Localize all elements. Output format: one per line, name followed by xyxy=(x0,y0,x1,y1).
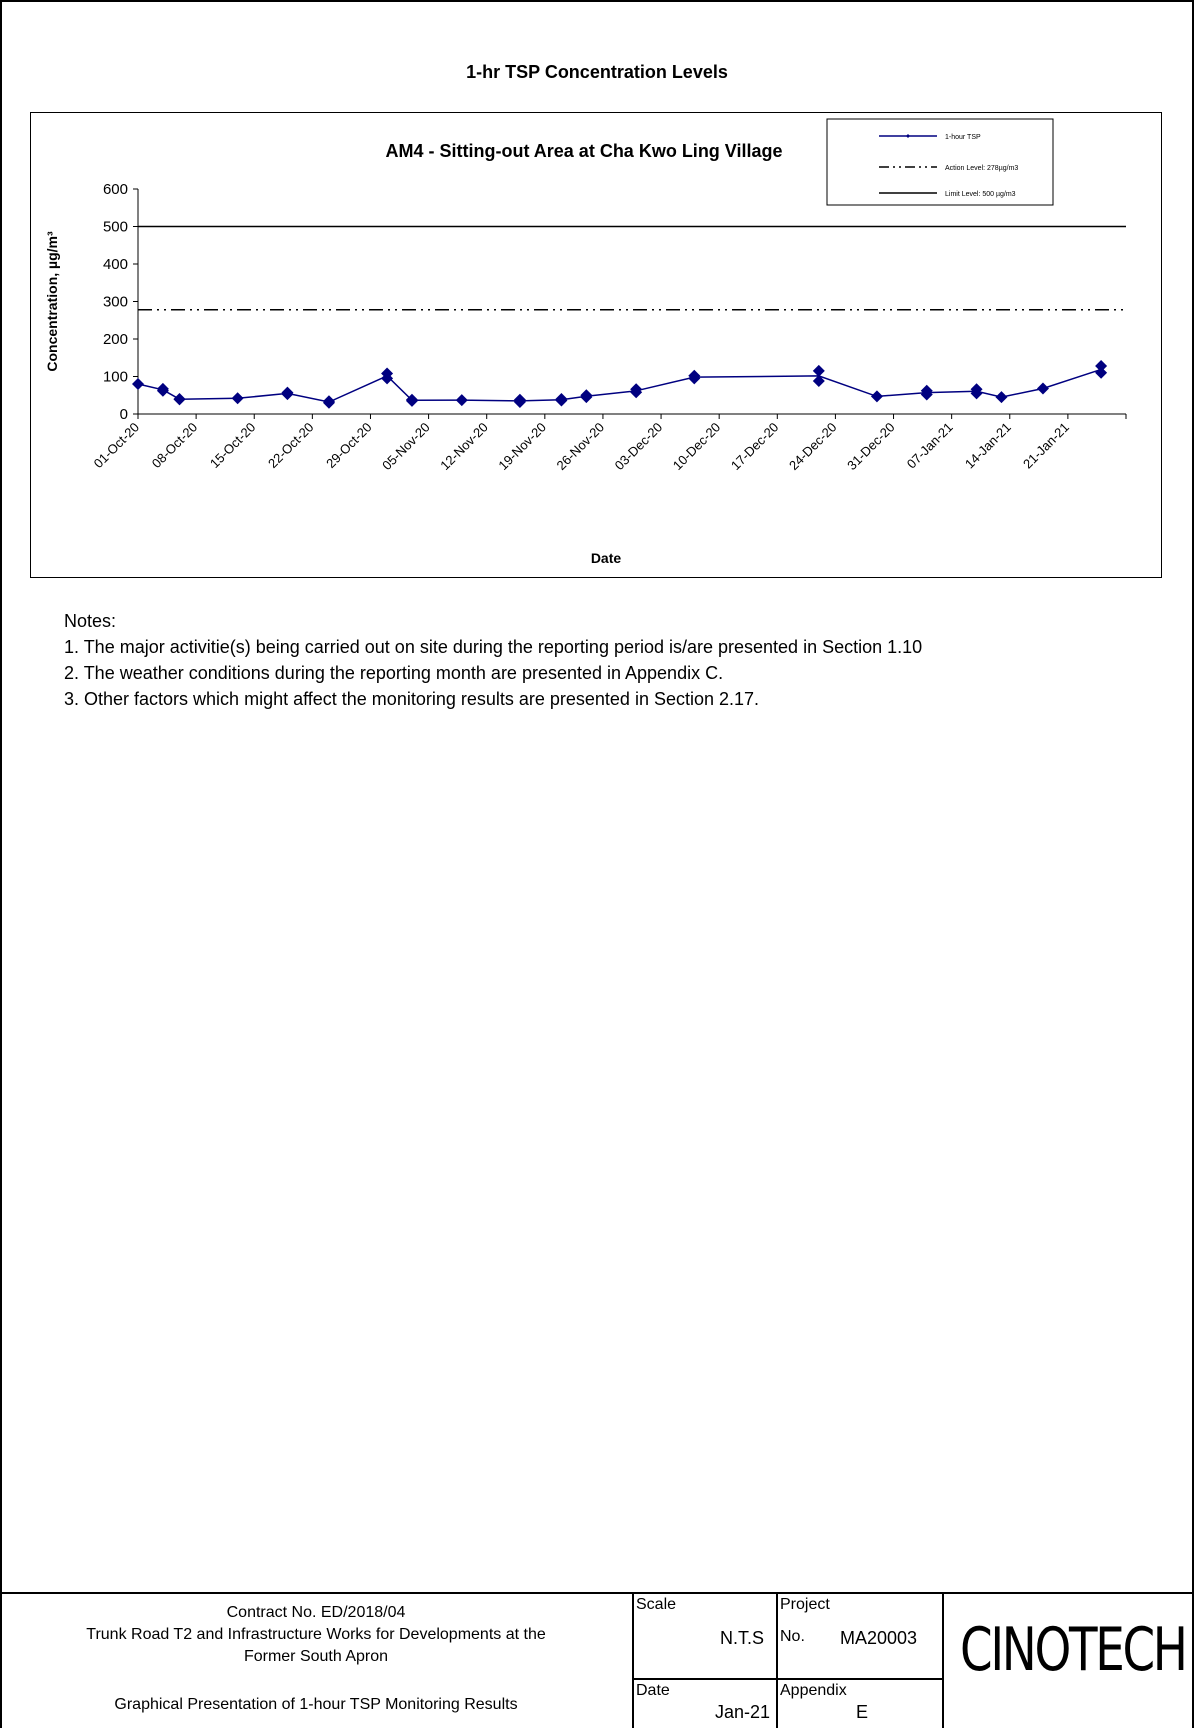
drawing-description: Graphical Presentation of 1-hour TSP Mon… xyxy=(114,1696,518,1713)
date-value: Jan-21 xyxy=(714,1702,770,1722)
tsp-data-point xyxy=(580,389,593,402)
tsp-data-point xyxy=(812,364,825,377)
y-axis-label: Concentration, µg/m³ xyxy=(44,231,60,372)
tsp-data-point xyxy=(322,395,335,408)
tsp-data-point xyxy=(870,390,883,403)
title-block xyxy=(0,1592,1194,1730)
notes-heading: Notes: xyxy=(64,611,117,631)
x-tick-label: 17-Dec-20 xyxy=(728,420,782,474)
y-tick-label: 0 xyxy=(120,406,128,423)
legend-label: Limit Level: 500 µg/m3 xyxy=(945,191,1016,198)
tsp-series-line xyxy=(137,368,1102,403)
cinotech-logo: CINOTECH xyxy=(960,1615,1188,1685)
x-tick-label: 29-Oct-20 xyxy=(323,420,374,471)
chart-container: AM4 - Sitting-out Area at Cha Kwo Ling V… xyxy=(30,112,1162,578)
scale-value: N.T.S xyxy=(719,1628,764,1648)
tsp-data-point xyxy=(156,382,169,395)
tsp-line-chart: AM4 - Sitting-out Area at Cha Kwo Ling V… xyxy=(44,118,1127,566)
footer-divider xyxy=(776,1592,778,1728)
legend-series-marker xyxy=(906,134,910,138)
y-tick-label: 200 xyxy=(103,331,128,348)
footer-divider xyxy=(632,1592,634,1728)
contract-title-line2: Former South Apron xyxy=(243,1648,389,1665)
x-tick-label: 05-Nov-20 xyxy=(379,420,433,474)
chart-title: AM4 - Sitting-out Area at Cha Kwo Ling V… xyxy=(385,141,782,161)
tsp-data-point xyxy=(688,369,701,382)
page-border-top xyxy=(0,0,1194,2)
project-no-label: No. xyxy=(780,1628,805,1645)
y-tick-label: 100 xyxy=(103,369,128,386)
x-tick-label: 12-Nov-20 xyxy=(437,420,491,474)
tsp-data-point xyxy=(1036,382,1049,395)
tsp-data-point xyxy=(231,392,244,405)
x-tick-label: 15-Oct-20 xyxy=(207,420,258,471)
tsp-data-point xyxy=(132,378,144,390)
tsp-data-point xyxy=(1095,360,1108,372)
tsp-data-point xyxy=(513,393,526,406)
legend-label: 1-hour TSP xyxy=(945,134,981,141)
page-border-right xyxy=(1192,0,1194,1728)
tsp-data-point xyxy=(995,391,1008,404)
x-tick-label: 03-Dec-20 xyxy=(612,420,666,474)
x-tick-label: 19-Nov-20 xyxy=(495,420,549,474)
tsp-data-point xyxy=(630,383,643,396)
tsp-data-point xyxy=(281,386,294,399)
x-tick-label: 22-Oct-20 xyxy=(265,420,316,471)
contract-title-line1: Trunk Road T2 and Infrastructure Works f… xyxy=(86,1626,546,1643)
contract-info: Contract No. ED/2018/04 Trunk Road T2 an… xyxy=(10,1602,622,1668)
contract-number: Contract No. ED/2018/04 xyxy=(226,1604,406,1621)
x-tick-label: 31-Dec-20 xyxy=(844,420,898,474)
note-item-1: 1. The major activitie(s) being carried … xyxy=(64,637,923,657)
notes-section: Notes: 1. The major activitie(s) being c… xyxy=(64,608,922,712)
tsp-data-point xyxy=(405,393,418,406)
x-axis-label: Date xyxy=(591,550,622,566)
tsp-data-point xyxy=(812,375,825,387)
project-label: Project xyxy=(780,1596,830,1613)
scale-label: Scale xyxy=(636,1596,677,1613)
page-title: 1-hr TSP Concentration Levels xyxy=(466,62,728,82)
y-tick-label: 600 xyxy=(103,181,128,198)
y-tick-label: 400 xyxy=(103,256,128,273)
y-tick-label: 500 xyxy=(103,219,128,236)
tsp-data-point xyxy=(970,383,983,396)
tsp-data-point xyxy=(555,394,568,407)
note-item-2: 2. The weather conditions during the rep… xyxy=(64,663,724,683)
legend-box xyxy=(826,118,1054,206)
x-tick-label: 01-Oct-20 xyxy=(91,420,142,471)
appendix-value: E xyxy=(856,1702,869,1722)
y-tick-label: 300 xyxy=(103,294,128,311)
tsp-data-point xyxy=(455,394,468,407)
date-label: Date xyxy=(636,1682,670,1699)
tsp-data-point xyxy=(920,384,933,397)
note-item-3: 3. Other factors which might affect the … xyxy=(64,689,760,709)
tsp-data-point xyxy=(1095,366,1108,379)
x-tick-label: 10-Dec-20 xyxy=(670,420,724,474)
appendix-label: Appendix xyxy=(780,1682,847,1699)
tsp-data-point xyxy=(173,393,186,406)
project-number: MA20003 xyxy=(840,1628,918,1648)
footer-divider xyxy=(942,1592,944,1728)
page-border-left xyxy=(0,0,2,1728)
x-tick-label: 24-Dec-20 xyxy=(786,420,840,474)
x-tick-label: 08-Oct-20 xyxy=(149,420,200,471)
tsp-data-point xyxy=(381,367,394,380)
x-tick-label: 07-Jan-21 xyxy=(904,420,956,472)
x-tick-label: 26-Nov-20 xyxy=(554,420,608,474)
legend-label: Action Level: 278µg/m3 xyxy=(945,165,1018,172)
footer-divider xyxy=(632,1678,944,1680)
x-tick-label: 21-Jan-21 xyxy=(1020,420,1072,472)
x-tick-label: 14-Jan-21 xyxy=(962,420,1014,472)
